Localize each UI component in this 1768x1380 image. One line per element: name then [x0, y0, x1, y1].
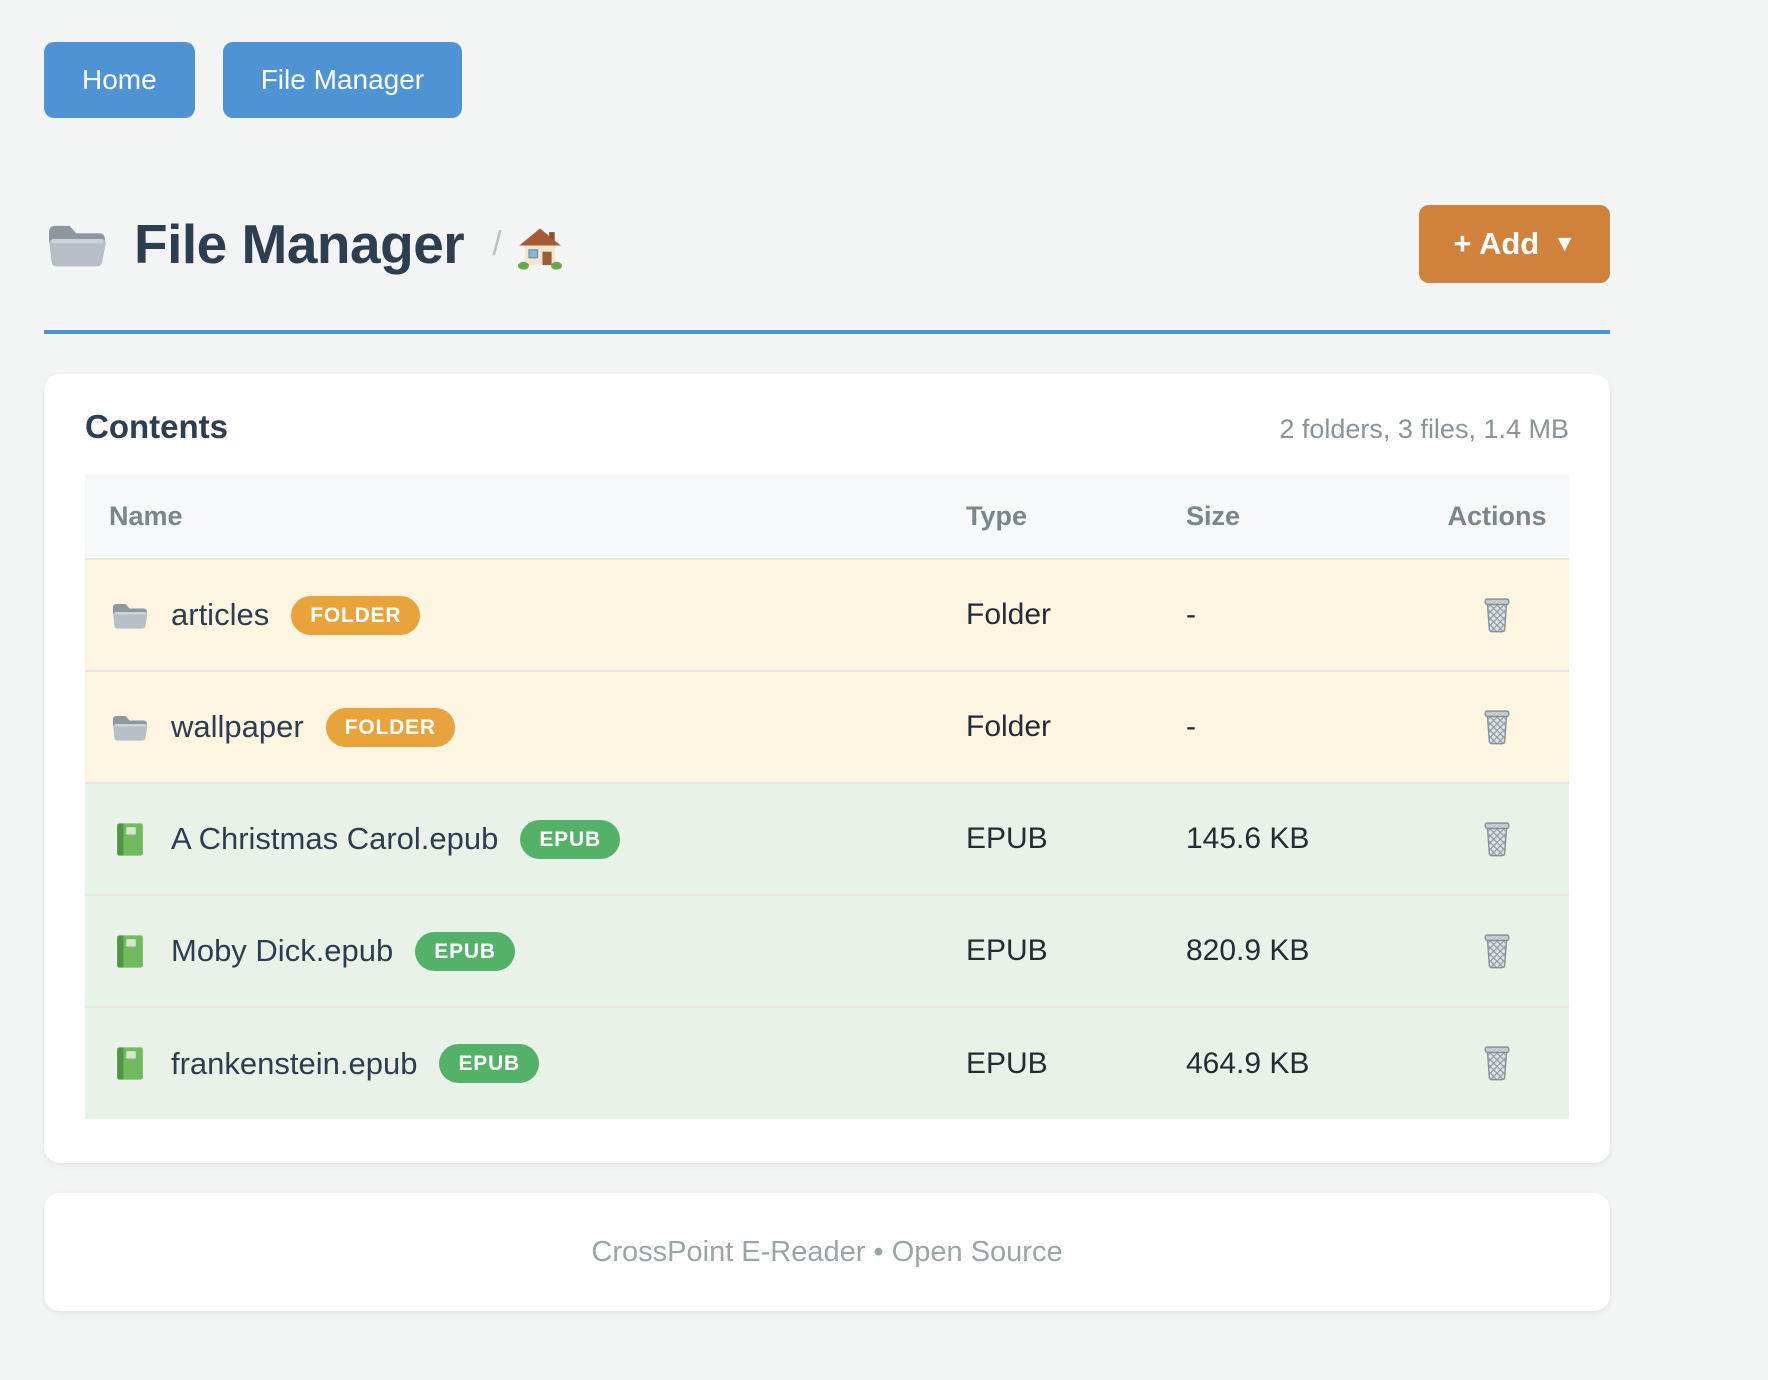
column-header-type: Type	[966, 500, 1028, 531]
file-size: 464.9 KB	[1186, 1046, 1310, 1080]
delete-button[interactable]	[1476, 591, 1518, 640]
table-row[interactable]: A Christmas Carol.epub EPUB EPUB 145.6 K…	[85, 783, 1569, 895]
accent-divider	[44, 330, 1610, 334]
folder-icon	[44, 216, 110, 272]
file-type: EPUB	[966, 1046, 1048, 1080]
column-header-actions: Actions	[1447, 500, 1547, 531]
table-row[interactable]: Moby Dick.epub EPUB EPUB 820.9 KB	[85, 895, 1569, 1007]
folder-icon	[109, 710, 151, 744]
table-row[interactable]: articles FOLDER Folder -	[85, 559, 1569, 671]
footer-card: CrossPoint E-Reader • Open Source	[44, 1193, 1610, 1311]
file-size: -	[1186, 598, 1196, 631]
footer-text: CrossPoint E-Reader • Open Source	[591, 1235, 1063, 1268]
table-row[interactable]: wallpaper FOLDER Folder -	[85, 671, 1569, 783]
nav-file-manager-button[interactable]: File Manager	[222, 42, 463, 118]
add-button[interactable]: ▼ + Add ▼	[1419, 205, 1610, 283]
book-icon	[109, 1045, 151, 1082]
caret-down-icon: ▼	[1553, 229, 1576, 256]
folder-icon	[113, 716, 148, 741]
trash-icon	[1480, 819, 1514, 860]
file-type: Folder	[966, 598, 1052, 631]
file-name-link[interactable]: A Christmas Carol.epub	[171, 821, 499, 856]
file-size: 820.9 KB	[1186, 934, 1310, 967]
folder-icon	[113, 604, 148, 629]
file-table-body: articles FOLDER Folder -	[85, 559, 1569, 1119]
file-type: EPUB	[966, 822, 1048, 855]
type-badge: FOLDER	[291, 595, 421, 635]
file-name-link[interactable]: wallpaper	[171, 709, 304, 744]
book-icon	[117, 1047, 143, 1080]
trash-icon	[1480, 595, 1514, 636]
type-badge: EPUB	[415, 931, 515, 971]
file-type: Folder	[966, 710, 1052, 743]
type-badge: FOLDER	[325, 707, 455, 747]
contents-card: Contents 2 folders, 3 files, 1.4 MB Name…	[44, 374, 1610, 1163]
book-icon	[109, 821, 151, 858]
breadcrumb-separator: /	[492, 224, 502, 263]
page-header: File Manager / ▼ + Add ▼	[44, 202, 1610, 286]
delete-button[interactable]	[1476, 703, 1518, 752]
table-header-row: Name Type Size Actions	[85, 474, 1569, 559]
file-table: Name Type Size Actions articles FOLDER F…	[85, 474, 1569, 1119]
delete-button[interactable]	[1476, 927, 1518, 976]
book-icon	[117, 822, 143, 856]
page-container: Home File Manager File Manager /	[44, 0, 1610, 1311]
file-size: 145.6 KB	[1186, 822, 1310, 855]
file-name-link[interactable]: Moby Dick.epub	[171, 933, 394, 968]
trash-icon	[1480, 707, 1514, 748]
trash-icon	[1480, 1043, 1514, 1084]
delete-button[interactable]	[1476, 815, 1518, 864]
book-icon	[117, 934, 143, 968]
table-row[interactable]: frankenstein.epub EPUB EPUB 464.9 KB	[85, 1007, 1569, 1119]
book-icon	[109, 933, 151, 970]
file-name-link[interactable]: frankenstein.epub	[171, 1045, 418, 1081]
top-navigation: Home File Manager	[44, 0, 1610, 118]
column-header-name: Name	[109, 500, 183, 531]
file-name-link[interactable]: articles	[171, 597, 270, 632]
contents-summary: 2 folders, 3 files, 1.4 MB	[1279, 414, 1569, 444]
column-header-size: Size	[1186, 500, 1241, 531]
folder-icon	[109, 598, 151, 632]
type-badge: EPUB	[520, 819, 620, 859]
file-type: EPUB	[966, 934, 1048, 967]
file-size: -	[1186, 710, 1196, 743]
page-title: File Manager	[134, 213, 465, 275]
contents-heading: Contents	[85, 408, 228, 445]
add-button-text: + Add	[1453, 226, 1540, 261]
home-icon[interactable]	[517, 226, 562, 270]
contents-card-header: Contents 2 folders, 3 files, 1.4 MB	[85, 408, 1569, 446]
type-badge: EPUB	[439, 1044, 540, 1083]
delete-button[interactable]	[1476, 1039, 1518, 1088]
nav-home-button[interactable]: Home	[44, 42, 195, 118]
trash-icon	[1480, 931, 1514, 972]
